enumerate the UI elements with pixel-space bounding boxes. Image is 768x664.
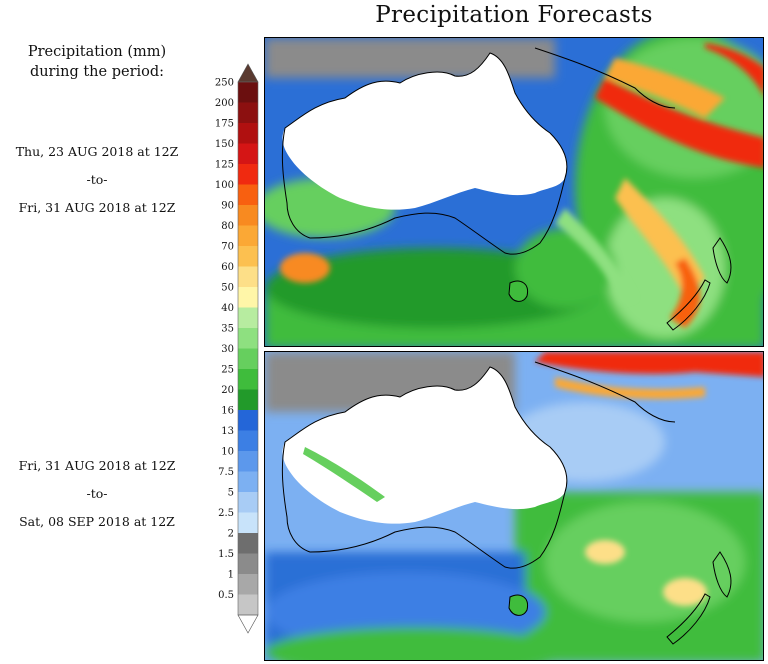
color-bar-swatch [238, 307, 258, 329]
legend-title-line1: Precipitation (mm) [27, 44, 167, 60]
color-bar-tick-label: 13 [221, 426, 234, 437]
color-bar-bottom-arrow [237, 614, 259, 634]
color-bar-swatch [238, 451, 258, 472]
color-bar-tick-label: 16 [221, 406, 234, 417]
period-1-end: Fri, 31 AUG 2018 at 12Z [18, 200, 176, 215]
color-bar-tick-label: 200 [215, 98, 234, 109]
period-2-label: Fri, 31 AUG 2018 at 12Z -to- Sat, 08 SEP… [2, 452, 192, 536]
color-bar-swatch [238, 574, 258, 595]
color-bar-tick-label: 100 [215, 180, 234, 191]
period-2-start: Fri, 31 AUG 2018 at 12Z [18, 458, 176, 473]
color-bar-swatch [238, 123, 258, 144]
color-bar-swatch [238, 205, 258, 226]
color-bar-swatch [238, 328, 258, 349]
color-bar-swatch [238, 164, 258, 185]
color-bar-tick-label: 40 [221, 303, 234, 314]
color-bar-swatch [238, 225, 258, 247]
color-bar-swatch [238, 553, 258, 575]
period-1-label: Thu, 23 AUG 2018 at 12Z -to- Fri, 31 AUG… [2, 138, 192, 222]
legend-title: Precipitation (mm) during the period: [2, 42, 192, 82]
precipitation-map-2 [265, 352, 763, 660]
color-bar-swatch [238, 369, 258, 390]
color-bar-tick-label: 70 [221, 242, 234, 253]
color-bar-swatch [238, 594, 258, 616]
color-bar-tick-label: 5 [228, 488, 234, 499]
color-bar-tick-label: 2 [228, 529, 234, 540]
color-bar-swatch [238, 389, 258, 411]
color-bar-swatch [238, 266, 258, 288]
color-bar-top-arrow [237, 63, 259, 83]
color-bar-swatch [238, 410, 258, 431]
precipitation-map-1 [265, 38, 763, 346]
page-title: Precipitation Forecasts [375, 2, 653, 28]
period-1-separator: -to- [86, 172, 108, 187]
period-2-separator: -to- [86, 486, 108, 501]
color-bar-swatch [238, 348, 258, 370]
color-bar-frame [237, 81, 259, 616]
legend-title-line2: during the period: [29, 64, 165, 80]
color-bar-tick-label: 175 [215, 119, 234, 130]
color-bar-swatch [238, 82, 258, 103]
color-bar-swatch [238, 184, 258, 206]
color-bar-swatch [238, 492, 258, 513]
color-bar-tick-label: 25 [221, 365, 234, 376]
color-bar-tick-label: 250 [215, 78, 234, 89]
color-bar-tick-label: 1.5 [218, 549, 234, 560]
color-bar-tick-label: 30 [221, 344, 234, 355]
color-bar-swatch [238, 471, 258, 493]
color-bar-swatch [238, 246, 258, 267]
color-bar-tick-label: 1 [228, 570, 234, 581]
color-bar-tick-label: 2.5 [218, 508, 234, 519]
period-2-end: Sat, 08 SEP 2018 at 12Z [19, 514, 175, 529]
color-legend: 250 200 175 150 125 100 90 80 70 60 50 40 35 30 25 20 16… [192, 60, 260, 640]
period-1-start: Thu, 23 AUG 2018 at 12Z [15, 144, 179, 159]
color-bar-swatch [238, 430, 258, 452]
color-bar-tick-label: 20 [221, 385, 234, 396]
color-bar-tick-label: 80 [221, 221, 234, 232]
color-bar-tick-label: 60 [221, 262, 234, 273]
color-bar-tick-label: 50 [221, 283, 234, 294]
color-bar-swatch [238, 533, 258, 554]
color-bar-swatch [238, 102, 258, 124]
color-bar-tick-label: 7.5 [218, 467, 234, 478]
color-bar-swatch [238, 287, 258, 308]
color-bar-tick-label: 35 [221, 324, 234, 335]
map-period-2 [264, 351, 764, 661]
map-period-1 [264, 37, 764, 347]
color-bar-tick-label: 125 [215, 160, 234, 171]
color-bar-tick-label: 90 [221, 201, 234, 212]
color-bar-tick-label: 0.5 [218, 590, 234, 601]
color-bar-swatch [238, 143, 258, 165]
color-bar-tick-label: 10 [221, 447, 234, 458]
color-bar-tick-label: 150 [215, 139, 234, 150]
color-bar-swatch [238, 512, 258, 534]
color-bar: 2502001751501251009080706050403530252016… [215, 63, 259, 634]
